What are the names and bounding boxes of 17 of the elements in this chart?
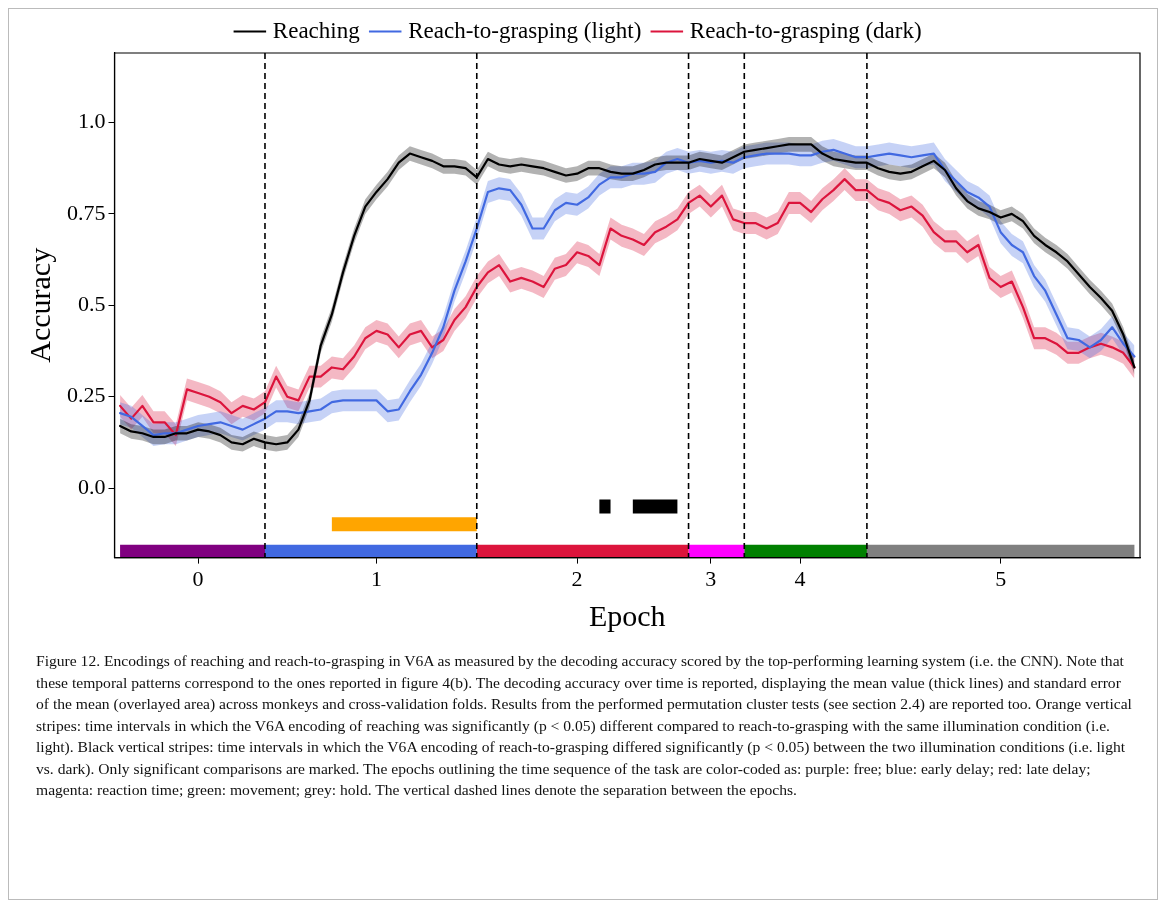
y-tick-label: 1.0 bbox=[78, 108, 106, 134]
x-tick-label: 3 bbox=[705, 565, 717, 591]
x-tick-label: 5 bbox=[995, 565, 1007, 591]
legend-label: Reaching bbox=[272, 17, 361, 43]
y-tick-label: 0.5 bbox=[78, 291, 106, 317]
x-tick-label: 0 bbox=[192, 565, 204, 591]
y-tick-label: 0.75 bbox=[67, 199, 106, 225]
x-tick-label: 2 bbox=[571, 565, 583, 591]
y-axis-title: Accuracy bbox=[22, 247, 56, 363]
x-tick-label: 1 bbox=[370, 565, 382, 591]
legend-label: Reach-to-grasping (light) bbox=[408, 17, 642, 43]
x-axis-title: Epoch bbox=[588, 598, 666, 632]
x-tick-label: 4 bbox=[794, 565, 806, 591]
caption: Figure 12. Encodings of reaching and reach-to-grasping in V6A as measured by the decoding accuracy scored by the top-performing learning system (i.e. the CNN). Note that these temporal patterns correspond to the ones reported in figure 4(b). The decoding accuracy over time is reported, displaying the mean value (thick lines) and standard error of the mean (overlayed area) across monkeys and cross-validation folds. Results from the performed permutation cluster tests (see section 2.4) are reported too. Orange vertical stripes: time intervals in which the V6A encoding of reaching was significantly (p < 0.05) different compared to reach-to-grasping with the same illumination condition (i.e. light). Black vertical stripes: time intervals in which the V6A encoding of reach-to-grasping differed significantly (p < 0.05) between the two illumination conditions (i.e. light vs. dark). Only significant comparisons are marked. The epochs outlining the time sequence of the task are color-coded as: purple: free; blue: early delay; red: late delay; magenta: reaction time; green: movement; grey: hold. The vertical dashed lines denote the separation between the epochs. bbox=[36, 651, 1133, 800]
y-tick-label: 0.25 bbox=[67, 382, 106, 408]
y-tick-label: 0.0 bbox=[78, 473, 106, 499]
legend-label: Reach-to-grasping (dark) bbox=[689, 17, 922, 43]
